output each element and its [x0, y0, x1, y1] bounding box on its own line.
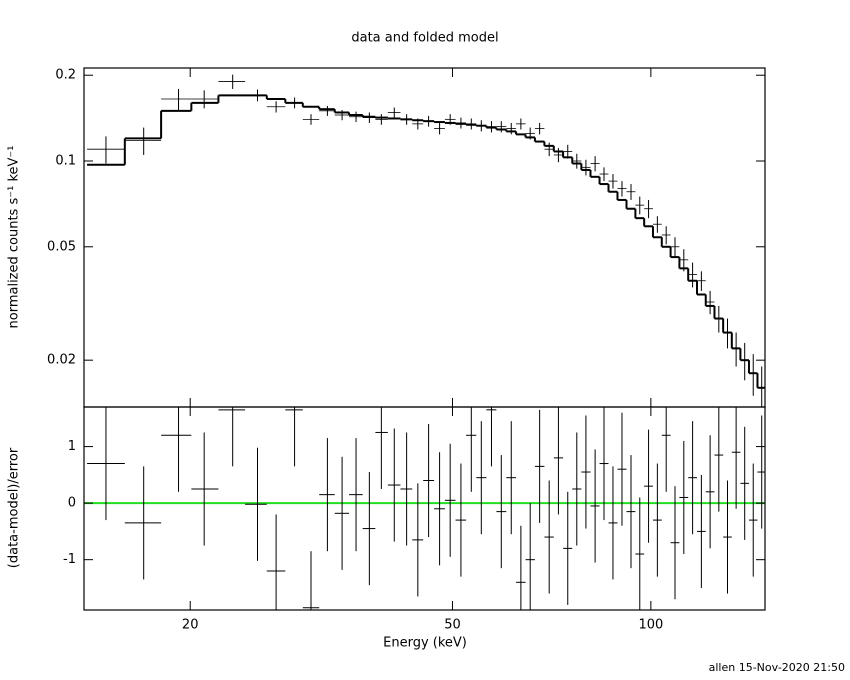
- y-tick-label: 0: [68, 496, 76, 511]
- y-tick-label: 1: [68, 439, 76, 454]
- bottom-frame: [83, 406, 766, 611]
- y-axis-label: (data-model)/error: [7, 447, 22, 568]
- x-tick-label: 20: [182, 618, 199, 633]
- y-tick-label: 0.2: [55, 68, 76, 83]
- top-frame: [83, 67, 766, 408]
- y-tick-label: 0.05: [47, 239, 76, 254]
- y-axis-label: normalized counts s⁻¹ keV⁻¹: [7, 146, 22, 329]
- x-tick-label: 100: [638, 618, 663, 633]
- y-tick-label: 0.1: [55, 153, 76, 168]
- top-plot: [87, 74, 765, 407]
- chart-title: data and folded model: [351, 31, 498, 46]
- x-tick-label: 50: [444, 618, 461, 633]
- y-tick-label: 0.02: [47, 353, 76, 368]
- bottom-plot: [84, 407, 765, 610]
- axes: 0.02 0.05 0.1 0.2 -1 0 1 20 50 100: [47, 68, 765, 633]
- footer: allen 15-Nov-2020 21:50: [709, 661, 845, 674]
- y-tick-label: -1: [63, 552, 76, 567]
- x-axis-label: Energy (keV): [383, 636, 467, 651]
